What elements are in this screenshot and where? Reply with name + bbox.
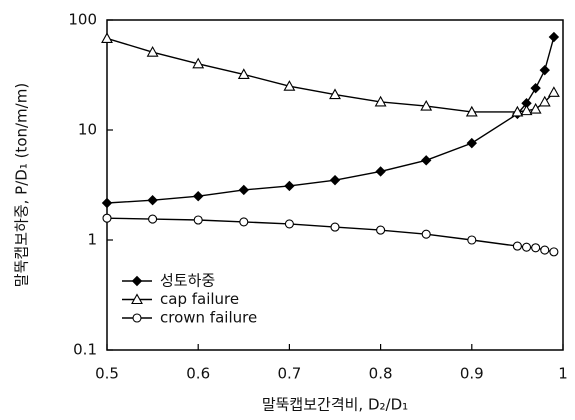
y-tick-label: 0.1 (73, 341, 97, 359)
y-axis-label: 말뚝캡보하중, P/D₁ (ton/m/m) (13, 83, 31, 287)
marker (539, 64, 550, 76)
marker (238, 184, 250, 196)
plot-frame (106, 19, 564, 351)
marker (511, 105, 524, 117)
legend-label: 성토하중 (160, 272, 215, 290)
marker (530, 82, 541, 94)
marker (466, 137, 478, 149)
marker (192, 191, 204, 202)
legend-label: crown failure (160, 309, 257, 327)
x-tick-label: 0.9 (460, 365, 484, 383)
marker (538, 95, 551, 107)
marker (540, 245, 550, 255)
x-axis-label: 말뚝캡보간격비, D₂/D₁ (262, 396, 408, 414)
y-tick-label: 1 (87, 231, 97, 249)
marker (529, 102, 542, 114)
marker (131, 293, 143, 305)
marker (467, 235, 477, 245)
marker (237, 68, 250, 79)
x-tick-label: 0.7 (277, 365, 301, 383)
marker (375, 166, 386, 177)
marker (549, 247, 559, 257)
marker (329, 174, 341, 186)
marker (330, 222, 340, 232)
x-tick-label: 0.6 (186, 365, 210, 383)
marker (147, 195, 158, 206)
marker (131, 275, 143, 287)
marker (148, 214, 158, 224)
x-tick-label: 1 (558, 365, 568, 383)
y-tick-label: 100 (68, 11, 97, 29)
marker (420, 155, 432, 166)
y-tick-label: 10 (78, 121, 97, 139)
marker (420, 99, 433, 111)
x-tick-label: 0.8 (369, 365, 393, 383)
x-tick-label: 0.5 (95, 365, 119, 383)
series-line (106, 217, 555, 253)
marker (102, 213, 112, 223)
marker (421, 229, 431, 239)
marker (192, 57, 205, 69)
marker (465, 105, 478, 117)
series-line (106, 37, 555, 113)
marker (329, 88, 341, 100)
marker (520, 104, 533, 116)
marker (146, 46, 159, 57)
marker (101, 197, 113, 209)
marker (239, 217, 249, 227)
marker (101, 32, 113, 43)
marker (374, 95, 387, 107)
marker (284, 219, 294, 229)
series-line (106, 36, 555, 204)
marker (193, 215, 203, 225)
marker (132, 313, 142, 323)
marker (521, 242, 532, 252)
marker (283, 80, 296, 91)
legend-label: cap failure (160, 290, 239, 308)
marker (376, 225, 386, 235)
marker (512, 241, 522, 251)
marker (284, 180, 295, 192)
marker (548, 31, 560, 43)
marker (547, 86, 560, 97)
marker (531, 243, 541, 253)
